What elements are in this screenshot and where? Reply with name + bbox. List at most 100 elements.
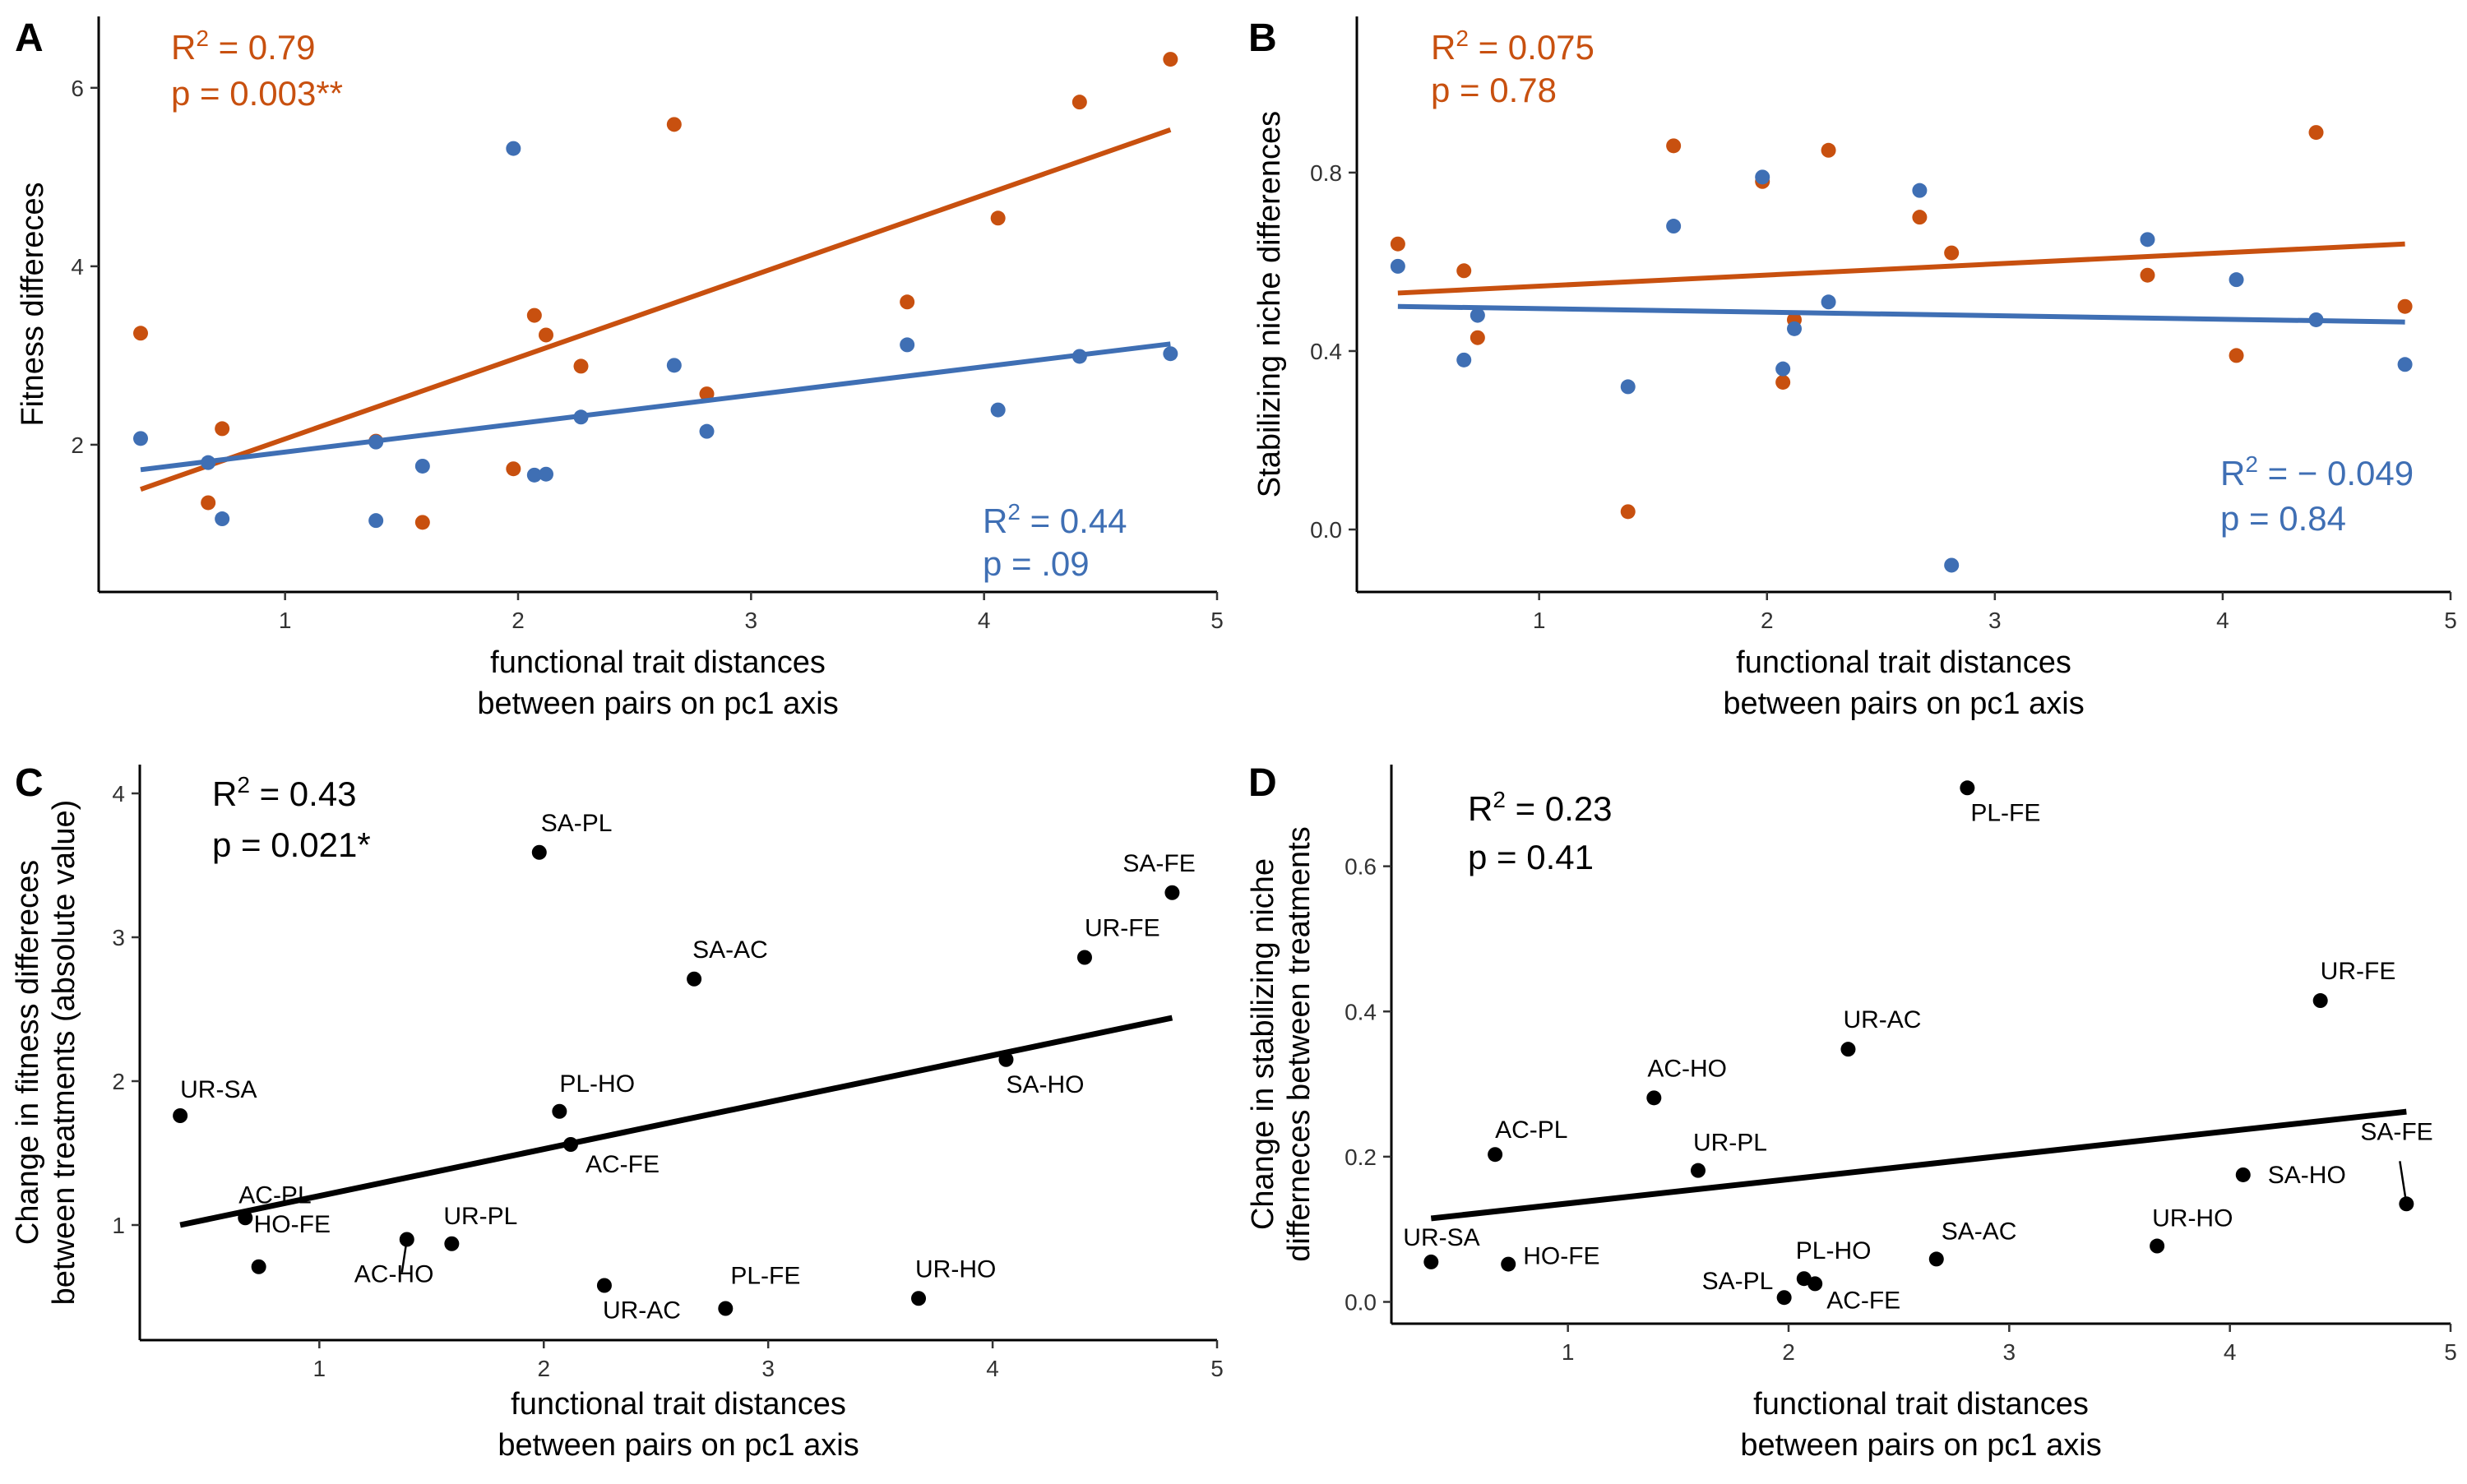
y-tick-label: 4: [71, 254, 84, 280]
data-point-orange: [526, 307, 542, 323]
data-point-blue: [1470, 307, 1485, 323]
y-axis-title-line2: between treatments (absolute value): [47, 800, 81, 1306]
stat-blue-r2-exponent: 2: [1007, 499, 1021, 525]
data-point-label: AC-HO: [354, 1261, 434, 1288]
data-point: [911, 1291, 927, 1306]
data-point-orange: [1072, 95, 1087, 110]
x-tick-label: 3: [745, 608, 758, 633]
x-tick-label: 3: [2003, 1339, 2016, 1365]
fit-line-blue: [1397, 303, 2405, 325]
stat-p-value: p = 0.41: [1468, 838, 1594, 876]
data-point-orange: [900, 294, 915, 310]
stat-orange-p-value: p = 0.003**: [171, 74, 343, 113]
stat-p-value: p = 0.021*: [212, 825, 371, 864]
stat-blue-r2: R2 = − 0.049: [2220, 451, 2414, 492]
stat-orange-r2: R2 = 0.075: [1431, 25, 1595, 67]
data-point-blue: [1775, 361, 1791, 377]
y-tick-label: 0.2: [1345, 1144, 1377, 1170]
data-point-blue: [1755, 169, 1770, 185]
data-point-orange: [414, 515, 430, 530]
data-point-orange: [2308, 125, 2324, 141]
x-axis-title-line1: functional trait distances: [1736, 645, 2071, 680]
data-point-orange: [133, 326, 148, 341]
data-point-label: PL-FE: [730, 1263, 800, 1290]
stat-r2-value: = 0.23: [1506, 789, 1613, 828]
data-point-label: SA-AC: [1942, 1218, 2017, 1245]
stat-orange-r2-value: = 0.79: [209, 28, 316, 67]
data-point: [687, 971, 702, 987]
data-point-label: SA-PL: [541, 810, 613, 837]
data-point: [251, 1259, 266, 1274]
data-point-blue: [506, 141, 521, 156]
data-point-label: SA-PL: [1702, 1268, 1774, 1295]
x-axis-title-line2: between pairs on pc1 axis: [477, 687, 838, 721]
data-point-label: SA-HO: [2268, 1162, 2346, 1189]
data-point-orange: [539, 327, 553, 343]
x-tick-label: 1: [279, 608, 292, 633]
data-point: [998, 1052, 1014, 1067]
data-point: [563, 1137, 578, 1152]
data-point-blue: [2140, 232, 2155, 247]
x-tick-label: 2: [537, 1356, 550, 1381]
data-point: [1164, 885, 1180, 900]
y-axis-title-line2: differneces between treatments: [1282, 826, 1317, 1262]
data-point: [1840, 1042, 1856, 1057]
y-tick-label: 0.0: [1310, 517, 1342, 543]
data-point: [2312, 993, 2328, 1009]
data-point: [596, 1278, 612, 1293]
y-tick-label: 4: [112, 781, 125, 807]
panel-letter: B: [1248, 16, 1277, 60]
data-point-label: HO-FE: [1523, 1243, 1599, 1270]
y-tick-label: 2: [112, 1069, 125, 1094]
data-point: [173, 1108, 188, 1123]
fit-line-orange: [140, 127, 1172, 492]
data-point-orange: [215, 421, 230, 437]
data-point-orange: [2397, 298, 2413, 314]
x-axis-title-line2: between pairs on pc1 axis: [498, 1428, 859, 1463]
data-point: [1690, 1163, 1706, 1178]
panel-d: D 1 2 3 4 5 0.0 0.2 0.4 0.6 functional trait dista…: [1246, 761, 2457, 1463]
data-point-blue: [900, 337, 915, 353]
data-point: [444, 1236, 460, 1251]
data-point-blue: [1072, 349, 1087, 364]
x-axis-title-line1: functional trait distances: [511, 1387, 846, 1422]
data-point-orange: [990, 210, 1006, 226]
data-point-blue: [699, 423, 715, 439]
data-point: [2150, 1238, 2165, 1254]
data-point: [1076, 950, 1092, 965]
panel-letter: C: [15, 761, 44, 805]
data-point-label: UR-HO: [2152, 1205, 2233, 1232]
data-point-label: AC-PL: [1495, 1116, 1567, 1144]
x-axis-title-line2: between pairs on pc1 axis: [1723, 687, 2084, 721]
data-point-orange: [1821, 142, 1836, 158]
data-point: [1646, 1090, 1662, 1106]
data-point: [238, 1210, 253, 1226]
data-point: [1488, 1147, 1503, 1163]
data-point-orange: [1456, 263, 1472, 279]
data-point-blue: [990, 402, 1006, 418]
stat-blue-r2-value: = − 0.049: [2258, 454, 2414, 492]
x-tick-label: 5: [2444, 1339, 2457, 1365]
stat-orange-r2-exponent: 2: [196, 25, 209, 51]
x-tick-label: 5: [1210, 1356, 1224, 1381]
stat-r2-value: = 0.43: [250, 774, 357, 813]
x-tick-label: 3: [761, 1356, 775, 1381]
stat-orange-r2-symbol: R: [171, 28, 196, 67]
data-point-blue: [1787, 321, 1802, 336]
x-tick-label: 2: [511, 608, 525, 633]
data-point-orange: [573, 358, 589, 374]
y-tick-label: 3: [112, 925, 125, 950]
stat-blue-p-value: p = 0.84: [2220, 499, 2346, 538]
data-point-label: AC-HO: [1647, 1055, 1727, 1082]
stat-r2-exponent: 2: [1493, 787, 1506, 812]
data-point-orange: [1944, 245, 1960, 261]
x-axis-title-line2: between pairs on pc1 axis: [1740, 1428, 2101, 1463]
data-point-blue: [1390, 258, 1405, 274]
y-axis-title: Stabilizing niche differences: [1252, 111, 1287, 497]
data-point: [718, 1301, 734, 1316]
stat-blue-p-value: p = .09: [983, 544, 1090, 583]
data-point-blue: [539, 466, 553, 482]
data-point-label: UR-FE: [1085, 915, 1160, 942]
fit-line: [179, 1015, 1173, 1228]
